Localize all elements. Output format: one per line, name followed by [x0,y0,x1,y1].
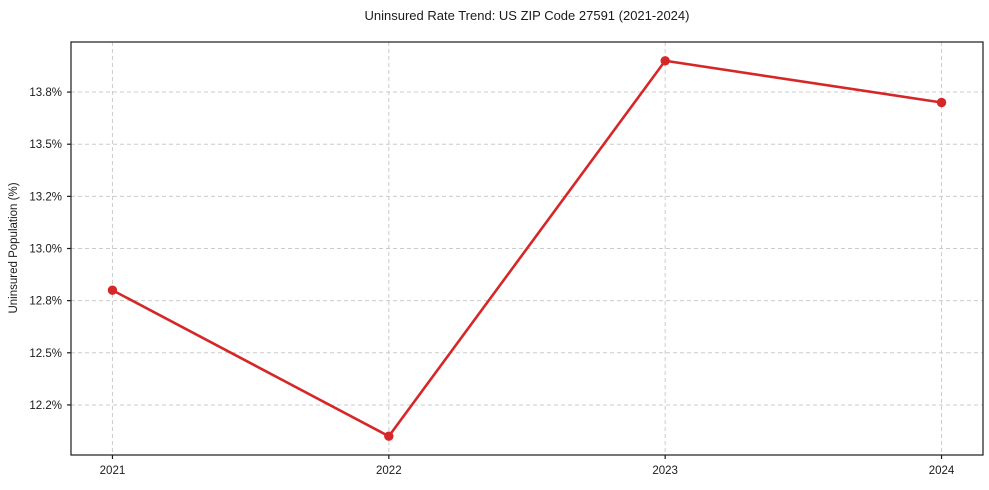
trend-line [111,59,943,438]
data-point-marker [107,285,118,295]
y-tick-label: 13.2% [29,191,62,203]
y-tick-label: 13.0% [29,244,62,256]
y-tick-label: 12.2% [29,400,62,412]
data-point-marker [384,431,394,441]
data-point-marker [936,97,947,108]
y-tick-label: 13.5% [29,139,62,151]
x-tick-label: 2023 [652,465,678,477]
x-tick-label: 2021 [100,465,126,477]
y-tick-label: 12.5% [29,348,62,360]
x-tick-label: 2022 [376,465,402,477]
x-tick-label: 2024 [929,465,955,477]
chart-title: Uninsured Rate Trend: US ZIP Code 27591 … [364,8,690,23]
y-tick-label: 13.8% [29,87,62,99]
data-point-marker [660,56,670,66]
y-tick-label: 12.8% [29,296,62,308]
